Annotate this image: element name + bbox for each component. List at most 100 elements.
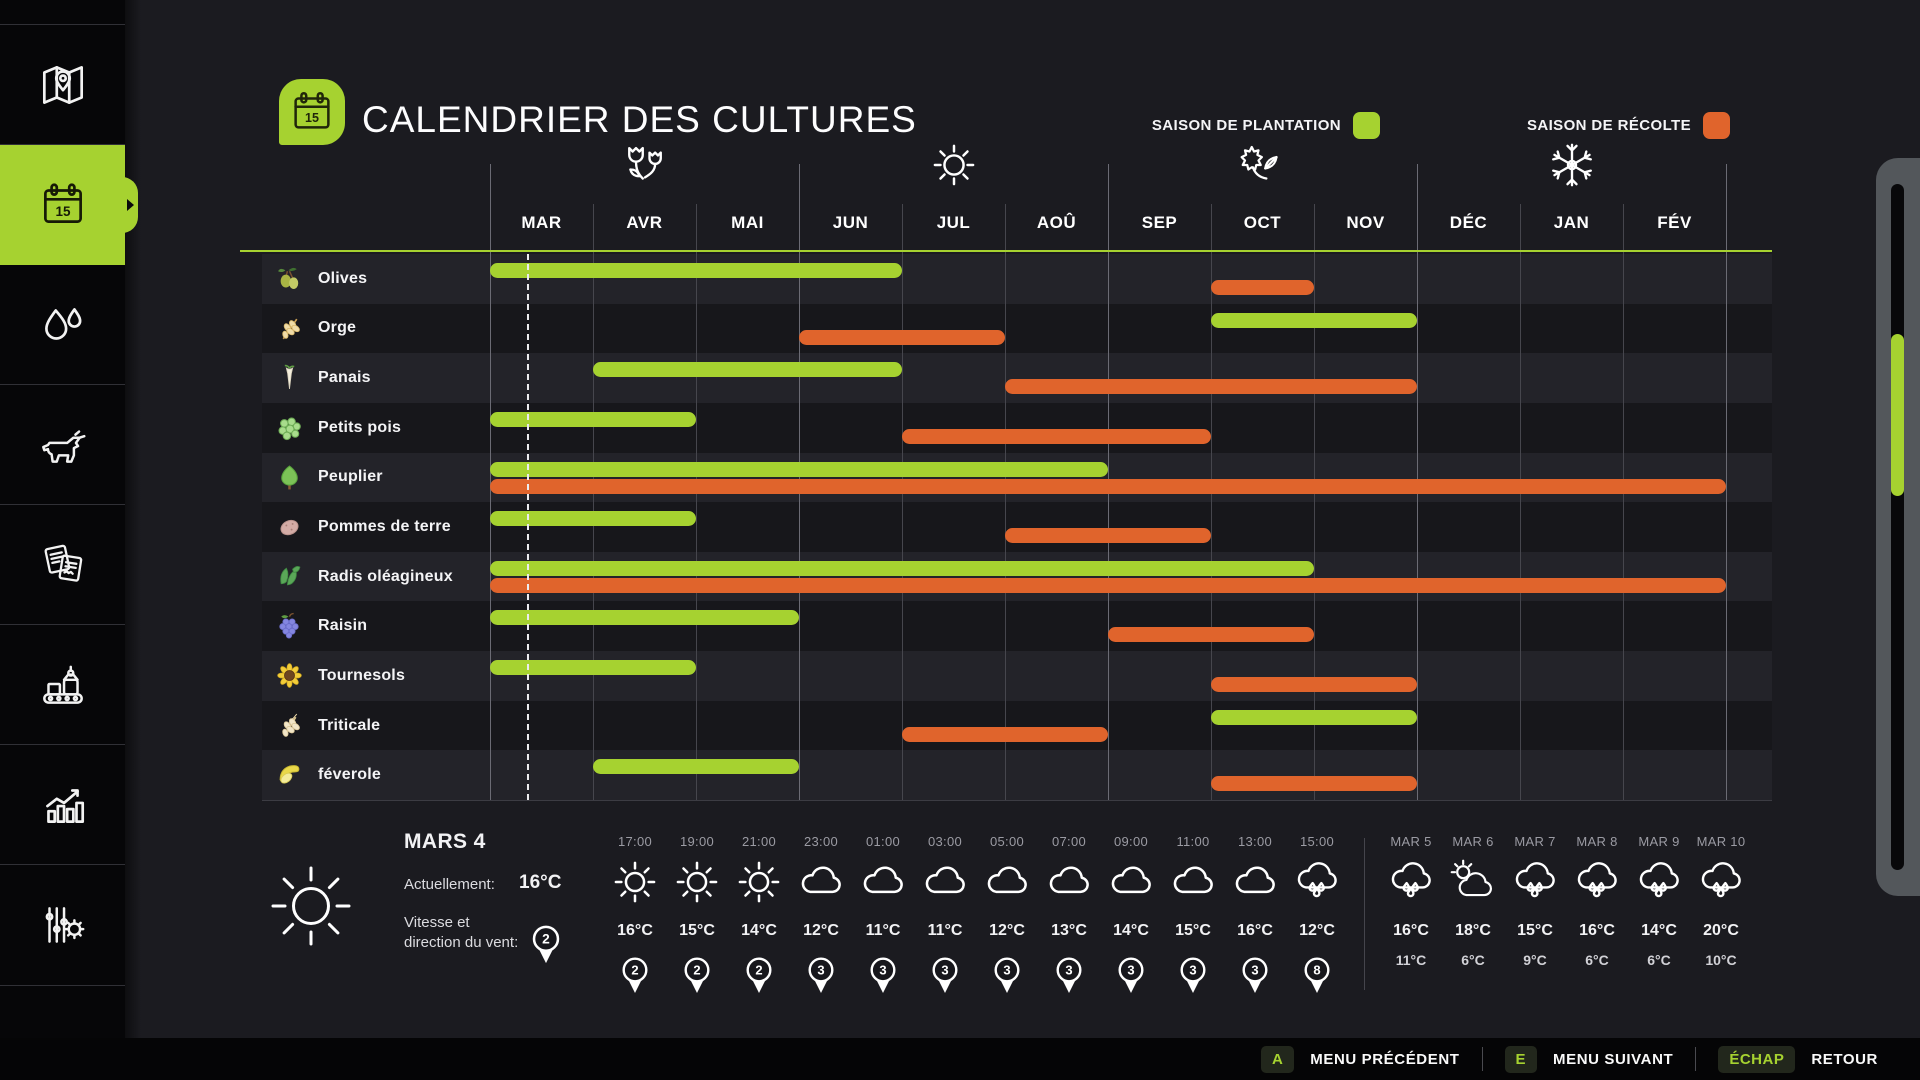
hourly-time: 09:00 bbox=[1113, 834, 1149, 849]
calendar-icon: 15 bbox=[35, 177, 91, 233]
hourly-temp: 12°C bbox=[989, 922, 1025, 939]
legend-harvest: SAISON DE RÉCOLTE bbox=[1527, 111, 1730, 139]
crop-name: Radis oléagineux bbox=[318, 567, 453, 585]
parsnip-icon bbox=[276, 364, 303, 391]
month-gridline bbox=[1622, 204, 1624, 800]
harvest-bar bbox=[1211, 776, 1417, 792]
daily-low-temp: 6°C bbox=[1461, 952, 1485, 968]
hourly-temp: 14°C bbox=[741, 922, 777, 939]
cloud-icon bbox=[797, 858, 845, 906]
month-label: JUL bbox=[936, 213, 971, 232]
hourly-temp: 11°C bbox=[865, 922, 901, 939]
sidebar-item-crop-calendar[interactable]: 15 bbox=[0, 144, 138, 265]
vertical-scrollbar[interactable] bbox=[1876, 158, 1920, 896]
daily-date: MAR 6 bbox=[1452, 834, 1494, 849]
sidebar: 15 bbox=[0, 0, 138, 1080]
sun-cloud-icon bbox=[1449, 858, 1497, 906]
sidebar-item-statistics[interactable] bbox=[0, 744, 125, 865]
current-weather-icon bbox=[265, 860, 357, 952]
crop-name: Panais bbox=[318, 369, 371, 387]
sidebar-item-production[interactable] bbox=[0, 624, 125, 745]
hourly-wind-pin: 8 bbox=[1300, 956, 1334, 998]
cloud-icon bbox=[921, 858, 969, 906]
water-drops-icon bbox=[35, 297, 91, 353]
sidebar-item-contracts[interactable] bbox=[0, 504, 125, 625]
svg-text:3: 3 bbox=[941, 963, 948, 978]
svg-text:8: 8 bbox=[1313, 963, 1320, 978]
footer-divider bbox=[1481, 1047, 1483, 1071]
rain-icon bbox=[1387, 858, 1435, 906]
crop-row: Triticale bbox=[262, 700, 1772, 751]
key-hint-e[interactable]: E bbox=[1504, 1045, 1538, 1073]
key-hint-label[interactable]: MENU SUIVANT bbox=[1553, 1050, 1674, 1068]
hourly-wind-pin: 3 bbox=[1114, 956, 1148, 998]
legend-planting-label: SAISON DE PLANTATION bbox=[1151, 116, 1341, 134]
svg-text:15: 15 bbox=[305, 111, 319, 125]
month-label: FÉV bbox=[1657, 213, 1692, 232]
key-hint-échap[interactable]: ÉCHAP bbox=[1718, 1045, 1796, 1073]
hourly-time: 19:00 bbox=[679, 834, 715, 849]
sidebar-item-animals[interactable] bbox=[0, 384, 125, 505]
hourly-temp: 12°C bbox=[803, 922, 839, 939]
hourly-time: 17:00 bbox=[617, 834, 653, 849]
crop-name: Raisin bbox=[318, 617, 368, 635]
hourly-temp: 13°C bbox=[1051, 922, 1087, 939]
hourly-wind-pin: 3 bbox=[1052, 956, 1086, 998]
crop-row: Radis oléagineux bbox=[262, 551, 1772, 602]
crop-row: Pommes de terre bbox=[262, 502, 1772, 552]
crop-row: Petits pois bbox=[262, 402, 1772, 453]
active-tab-bump bbox=[112, 177, 138, 233]
cow-icon bbox=[35, 417, 91, 473]
svg-text:3: 3 bbox=[1127, 963, 1134, 978]
cloud-icon bbox=[1231, 858, 1279, 906]
daily-high-temp: 15°C bbox=[1517, 922, 1553, 939]
bean-pod-icon bbox=[276, 761, 303, 788]
key-hint-label[interactable]: RETOUR bbox=[1811, 1050, 1878, 1068]
daily-low-temp: 9°C bbox=[1523, 952, 1547, 968]
month-gridline bbox=[1519, 204, 1521, 800]
scrollbar-track[interactable] bbox=[1891, 184, 1904, 870]
svg-text:2: 2 bbox=[631, 963, 638, 978]
production-icon bbox=[35, 657, 91, 713]
sidebar-item-settings[interactable] bbox=[0, 864, 125, 986]
daily-date: MAR 9 bbox=[1638, 834, 1680, 849]
rain-icon bbox=[1635, 858, 1683, 906]
hourly-time: 15:00 bbox=[1299, 834, 1335, 849]
radish-leaves-icon bbox=[276, 563, 303, 590]
sidebar-item-weather[interactable] bbox=[0, 264, 125, 385]
hourly-wind-pin: 3 bbox=[804, 956, 838, 998]
crop-row: Olives bbox=[262, 254, 1772, 304]
hourly-temp: 12°C bbox=[1299, 922, 1335, 939]
daily-low-temp: 6°C bbox=[1585, 952, 1609, 968]
svg-text:3: 3 bbox=[1003, 963, 1010, 978]
daily-date: MAR 8 bbox=[1576, 834, 1618, 849]
header-underline bbox=[240, 250, 1772, 252]
page-title: CALENDRIER DES CULTURES bbox=[362, 99, 917, 140]
month-label: JAN bbox=[1553, 213, 1590, 232]
hourly-time: 07:00 bbox=[1051, 834, 1087, 849]
potato-icon bbox=[276, 513, 303, 540]
key-hint-label[interactable]: MENU PRÉCÉDENT bbox=[1310, 1050, 1460, 1068]
hourly-temp: 15°C bbox=[679, 922, 715, 939]
crop-name: Olives bbox=[318, 269, 368, 287]
hourly-wind-pin: 2 bbox=[742, 956, 776, 998]
chart-bottom-line bbox=[262, 800, 1772, 801]
harvest-bar bbox=[1211, 280, 1314, 295]
key-hint-a[interactable]: A bbox=[1260, 1045, 1295, 1073]
crop-name: Triticale bbox=[318, 716, 381, 734]
hourly-wind-pin: 2 bbox=[680, 956, 714, 998]
wind-label-line1: Vitesse et bbox=[404, 914, 470, 931]
month-label: OCT bbox=[1243, 213, 1282, 232]
hourly-temp: 16°C bbox=[617, 922, 653, 939]
bar-chart-icon bbox=[35, 777, 91, 833]
sidebar-item-map[interactable] bbox=[0, 24, 125, 145]
olives-icon bbox=[276, 265, 303, 292]
daily-high-temp: 16°C bbox=[1393, 922, 1429, 939]
crop-row: Raisin bbox=[262, 601, 1772, 652]
calendar-page-icon: 15 bbox=[279, 79, 345, 145]
scrollbar-thumb[interactable] bbox=[1891, 334, 1904, 496]
hourly-temp: 11°C bbox=[927, 922, 963, 939]
map-icon bbox=[35, 57, 91, 113]
wind-label-line2: direction du vent: bbox=[404, 934, 519, 951]
harvest-bar bbox=[1005, 379, 1417, 395]
